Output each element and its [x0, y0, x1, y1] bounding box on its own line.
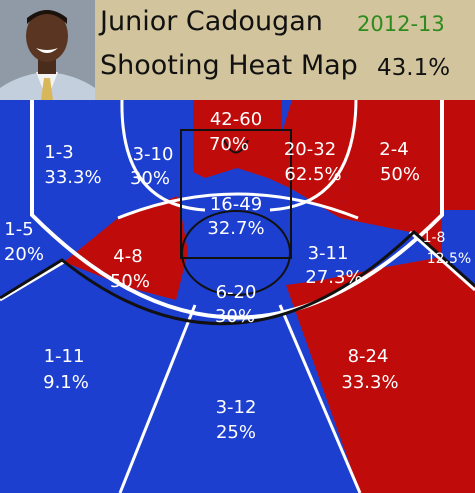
label-top-key-count: 42-60 [210, 109, 262, 130]
player-name: Junior Cadougan [100, 6, 323, 37]
zone-left-baseline-mid [64, 196, 188, 300]
label-deep-center-pct: 25% [216, 422, 256, 443]
label-right-corner-3-count: 1-8 [423, 230, 446, 246]
zone-right-deep [286, 257, 475, 493]
zone-top-key [193, 100, 282, 178]
label-left-baseline-mid-count: 4-8 [113, 246, 142, 267]
label-right-elbow-pct: 62.5% [284, 164, 341, 185]
label-right-baseline-mid-count: 3-11 [308, 243, 349, 264]
label-right-wing-3-pct: 50% [380, 164, 420, 185]
label-paint-count: 6-20 [216, 282, 257, 303]
three-point-line [0, 229, 475, 325]
label-right-corner-3-pct: 12.5% [427, 251, 471, 267]
label-left-elbow-pct: 30% [130, 168, 170, 189]
court-lines [0, 99, 475, 493]
label-right-deep-count: 8-24 [348, 346, 389, 367]
label-right-elbow-count: 20-32 [284, 139, 336, 160]
label-left-wing-3-pct: 33.3% [44, 167, 101, 188]
rim-arc [223, 139, 249, 154]
label-paint-pct: 30% [215, 306, 255, 327]
label-left-deep-pct: 9.1% [43, 372, 89, 393]
header-panel: Junior Cadougan 2012-13 Shooting Heat Ma… [95, 0, 475, 100]
label-free-throw-area-pct: 32.7% [207, 218, 264, 239]
player-photo [0, 0, 95, 100]
label-right-deep-pct: 33.3% [341, 372, 398, 393]
label-left-baseline-mid-pct: 50% [110, 271, 150, 292]
free-throw-lane [180, 129, 292, 259]
label-right-wing-3-count: 2-4 [379, 139, 408, 160]
label-left-wing-3-count: 1-3 [44, 142, 73, 163]
label-left-deep-count: 1-11 [44, 346, 85, 367]
season-label: 2012-13 [357, 12, 445, 36]
overall-percentage: 43.1% [377, 55, 451, 81]
center-circle [181, 210, 291, 296]
label-free-throw-area-count: 16-49 [210, 194, 262, 215]
label-right-baseline-mid-pct: 27.3% [305, 267, 362, 288]
label-left-corner-3-pct: 20% [4, 244, 44, 265]
label-top-key-pct: 70% [209, 134, 249, 155]
label-left-corner-3-count: 1-5 [4, 219, 33, 240]
chart-subtitle: Shooting Heat Map [100, 50, 358, 81]
label-deep-center-count: 3-12 [216, 397, 257, 418]
label-left-elbow-count: 3-10 [133, 144, 174, 165]
